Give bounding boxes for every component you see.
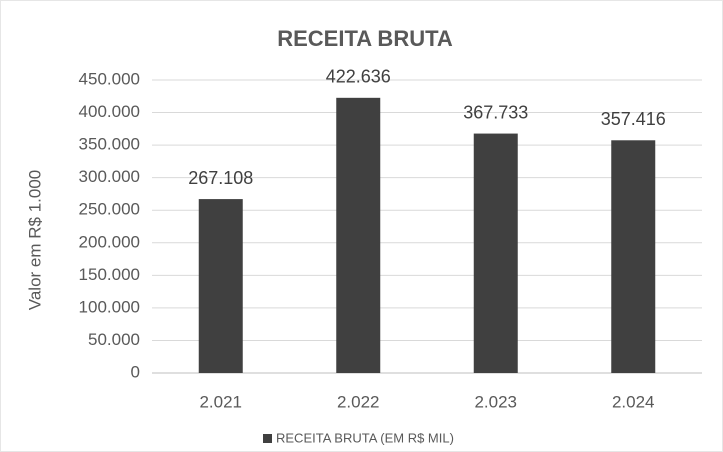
bar [611,140,656,373]
legend-swatch [263,434,272,443]
bar [336,97,381,373]
y-tick-label: 400.000 [79,102,140,121]
y-tick-label: 200.000 [79,232,140,251]
y-tick-label: 250.000 [79,200,140,219]
data-label: 267.108 [188,168,253,188]
x-tick-label: 2.021 [199,392,242,411]
y-tick-label: 100.000 [79,297,140,316]
y-tick-label: 300.000 [79,167,140,186]
bar [473,133,518,373]
legend-label: RECEITA BRUTA (EM R$ MIL) [276,430,454,445]
bar [198,199,243,373]
y-tick-label: 450.000 [79,69,140,88]
y-axis-label: Valor em R$ 1.000 [25,170,44,310]
data-label: 422.636 [326,67,391,87]
data-label: 357.416 [601,109,666,129]
y-tick-label: 0 [131,362,140,381]
chart-title: RECEITA BRUTA [277,26,453,51]
y-tick-label: 50.000 [88,330,140,349]
x-tick-label: 2.022 [337,392,380,411]
x-tick-label: 2.024 [612,392,655,411]
x-tick-label: 2.023 [474,392,517,411]
y-tick-label: 150.000 [79,265,140,284]
data-label: 367.733 [463,102,528,122]
y-tick-label: 350.000 [79,135,140,154]
